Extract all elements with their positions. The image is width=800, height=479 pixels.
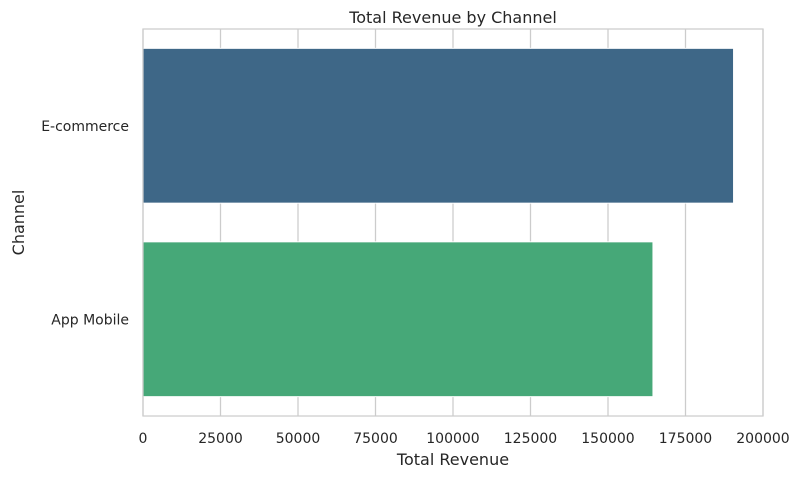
x-tick-labels: 0 25000 50000 75000 100000 125000 150000 175000… (139, 431, 790, 447)
x-tick-label: 25000 (198, 431, 243, 447)
x-tick-label: 125000 (504, 431, 557, 447)
chart-title: Total Revenue by Channel (348, 8, 557, 27)
x-tick-label: 0 (139, 431, 148, 447)
x-tick-label: 50000 (276, 431, 321, 447)
x-tick-label: 200000 (736, 431, 789, 447)
x-tick-label: 75000 (353, 431, 398, 447)
x-tick-label: 150000 (581, 431, 634, 447)
bars (142, 47, 735, 398)
x-axis-label: Total Revenue (396, 450, 509, 469)
y-tick-labels: E-commerce App Mobile (41, 119, 129, 329)
plot-frame (142, 28, 764, 417)
y-tick-label: App Mobile (51, 312, 129, 328)
x-tick-label: 175000 (659, 431, 712, 447)
bar-e-commerce (142, 47, 735, 204)
bar-app-mobile (142, 241, 654, 398)
y-axis-label: Channel (9, 190, 28, 256)
y-tick-label: E-commerce (41, 119, 129, 135)
x-tick-label: 100000 (426, 431, 479, 447)
